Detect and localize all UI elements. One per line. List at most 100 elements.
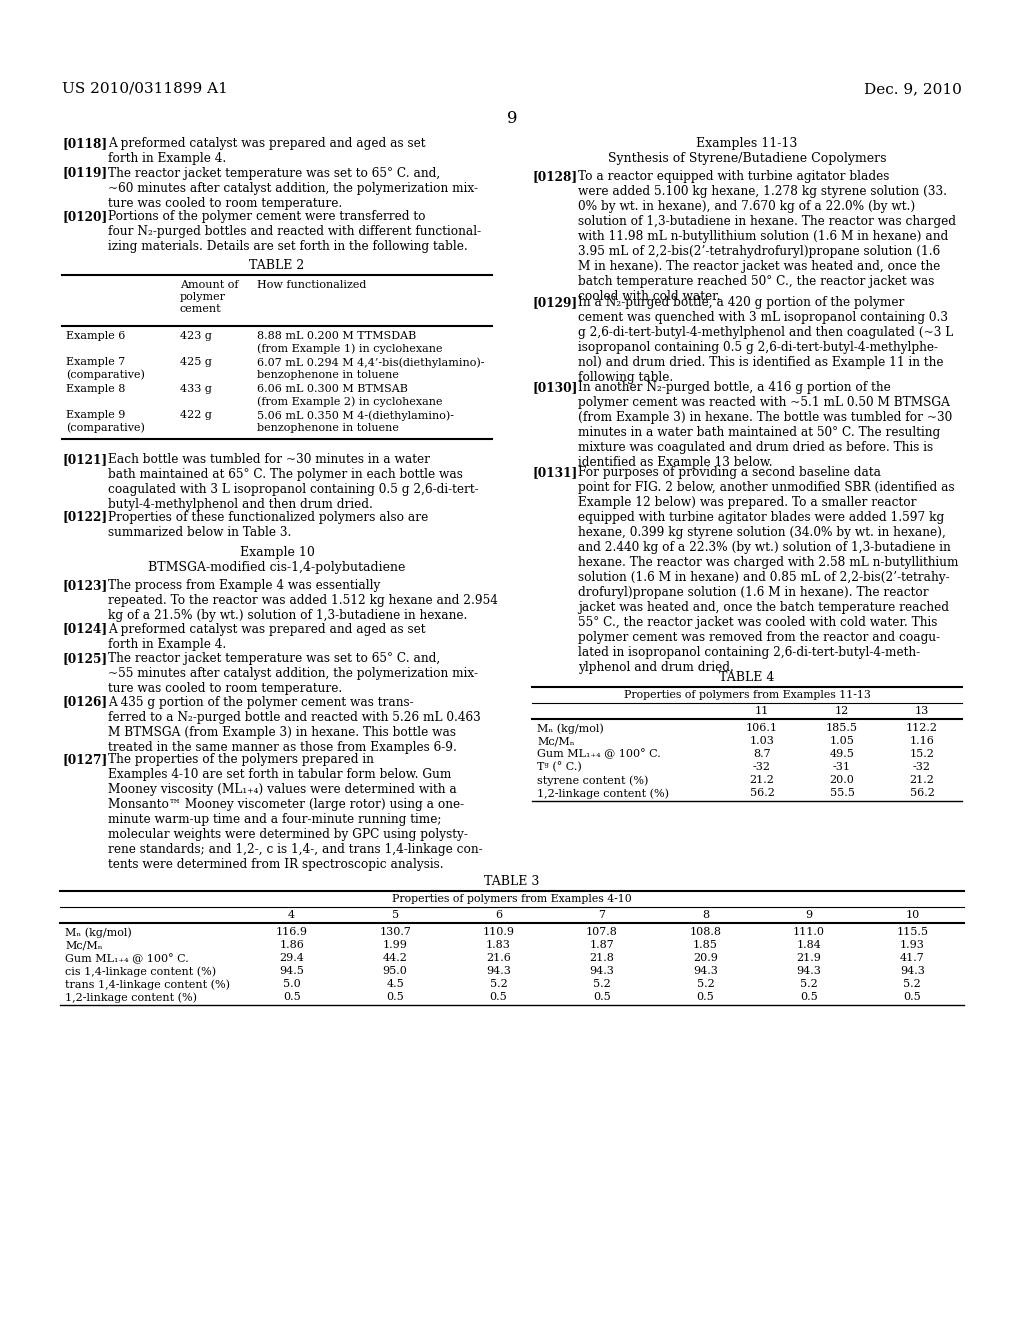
Text: 111.0: 111.0	[793, 927, 825, 937]
Text: Synthesis of Styrene/Butadiene Copolymers: Synthesis of Styrene/Butadiene Copolymer…	[608, 152, 886, 165]
Text: Mₙ (kg/mol): Mₙ (kg/mol)	[65, 927, 132, 937]
Text: BTMSGA-modified cis-1,4-polybutadiene: BTMSGA-modified cis-1,4-polybutadiene	[148, 561, 406, 574]
Text: 94.3: 94.3	[900, 966, 925, 977]
Text: 7: 7	[598, 911, 605, 920]
Text: [0119]: [0119]	[62, 166, 108, 180]
Text: Portions of the polymer cement were transferred to
four N₂-purged bottles and re: Portions of the polymer cement were tran…	[108, 210, 481, 253]
Text: 116.9: 116.9	[275, 927, 308, 937]
Text: 0.5: 0.5	[696, 993, 715, 1002]
Text: Properties of polymers from Examples 4-10: Properties of polymers from Examples 4-1…	[392, 894, 632, 904]
Text: 5.0: 5.0	[283, 979, 301, 989]
Text: 15.2: 15.2	[909, 748, 935, 759]
Text: 1.84: 1.84	[797, 940, 821, 950]
Text: [0128]: [0128]	[532, 170, 578, 183]
Text: Mᴄ/Mₙ: Mᴄ/Mₙ	[537, 737, 574, 746]
Text: [0120]: [0120]	[62, 210, 108, 223]
Text: The reactor jacket temperature was set to 65° C. and,
~55 minutes after catalyst: The reactor jacket temperature was set t…	[108, 652, 478, 696]
Text: 0.5: 0.5	[283, 993, 301, 1002]
Text: -31: -31	[833, 762, 851, 772]
Text: 107.8: 107.8	[586, 927, 617, 937]
Text: 1.16: 1.16	[909, 737, 935, 746]
Text: Each bottle was tumbled for ~30 minutes in a water
bath maintained at 65° C. The: Each bottle was tumbled for ~30 minutes …	[108, 453, 478, 511]
Text: Gum ML₁₊₄ @ 100° C.: Gum ML₁₊₄ @ 100° C.	[537, 748, 660, 759]
Text: [0123]: [0123]	[62, 579, 108, 593]
Text: 1.03: 1.03	[750, 737, 774, 746]
Text: 94.3: 94.3	[590, 966, 614, 977]
Text: The properties of the polymers prepared in
Examples 4-10 are set forth in tabula: The properties of the polymers prepared …	[108, 752, 482, 871]
Text: Example 10: Example 10	[240, 546, 314, 560]
Text: [0122]: [0122]	[62, 511, 108, 524]
Text: 0.5: 0.5	[903, 993, 922, 1002]
Text: 94.3: 94.3	[693, 966, 718, 977]
Text: 20.9: 20.9	[693, 953, 718, 964]
Text: [0126]: [0126]	[62, 696, 108, 709]
Text: 56.2: 56.2	[909, 788, 935, 799]
Text: 5.2: 5.2	[800, 979, 818, 989]
Text: A preformed catalyst was prepared and aged as set
forth in Example 4.: A preformed catalyst was prepared and ag…	[108, 137, 426, 165]
Text: To a reactor equipped with turbine agitator blades
were added 5.100 kg hexane, 1: To a reactor equipped with turbine agita…	[578, 170, 956, 304]
Text: Mᴄ/Mₙ: Mᴄ/Mₙ	[65, 940, 102, 950]
Text: 433 g: 433 g	[180, 384, 212, 395]
Text: [0121]: [0121]	[62, 453, 108, 466]
Text: 0.5: 0.5	[593, 993, 611, 1002]
Text: 422 g: 422 g	[180, 411, 212, 420]
Text: 5.2: 5.2	[903, 979, 922, 989]
Text: [0129]: [0129]	[532, 296, 578, 309]
Text: Amount of
polymer
cement: Amount of polymer cement	[180, 280, 239, 314]
Text: 1.83: 1.83	[486, 940, 511, 950]
Text: 0.5: 0.5	[386, 993, 404, 1002]
Text: 1.87: 1.87	[590, 940, 614, 950]
Text: 94.5: 94.5	[280, 966, 304, 977]
Text: -32: -32	[753, 762, 771, 772]
Text: 9: 9	[507, 110, 517, 127]
Text: Example 9
(comparative): Example 9 (comparative)	[66, 411, 144, 433]
Text: 21.9: 21.9	[797, 953, 821, 964]
Text: 12: 12	[835, 706, 849, 715]
Text: [0130]: [0130]	[532, 381, 578, 393]
Text: [0125]: [0125]	[62, 652, 108, 665]
Text: 44.2: 44.2	[383, 953, 408, 964]
Text: 5.2: 5.2	[696, 979, 715, 989]
Text: 5.2: 5.2	[489, 979, 508, 989]
Text: 9: 9	[805, 911, 812, 920]
Text: Example 7
(comparative): Example 7 (comparative)	[66, 358, 144, 380]
Text: A 435 g portion of the polymer cement was trans-
ferred to a N₂-purged bottle an: A 435 g portion of the polymer cement wa…	[108, 696, 480, 754]
Text: 6: 6	[495, 911, 502, 920]
Text: 8.7: 8.7	[754, 748, 771, 759]
Text: How functionalized: How functionalized	[257, 280, 367, 290]
Text: 1.85: 1.85	[693, 940, 718, 950]
Text: 130.7: 130.7	[379, 927, 411, 937]
Text: -32: -32	[913, 762, 931, 772]
Text: 56.2: 56.2	[750, 788, 774, 799]
Text: Example 6: Example 6	[66, 331, 125, 342]
Text: 10: 10	[905, 911, 920, 920]
Text: [0124]: [0124]	[62, 623, 108, 636]
Text: 0.5: 0.5	[800, 993, 818, 1002]
Text: 6.06 mL 0.300 M BTMSAB
(from Example 2) in cyclohexane: 6.06 mL 0.300 M BTMSAB (from Example 2) …	[257, 384, 442, 407]
Text: 21.6: 21.6	[486, 953, 511, 964]
Text: 185.5: 185.5	[826, 723, 858, 733]
Text: 21.2: 21.2	[750, 775, 774, 785]
Text: 115.5: 115.5	[896, 927, 929, 937]
Text: 94.3: 94.3	[486, 966, 511, 977]
Text: TABLE 4: TABLE 4	[719, 671, 775, 684]
Text: 5.2: 5.2	[593, 979, 611, 989]
Text: cis 1,4-linkage content (%): cis 1,4-linkage content (%)	[65, 966, 216, 977]
Text: 5: 5	[391, 911, 398, 920]
Text: 5.06 mL 0.350 M 4-(diethylamino)-
benzophenone in toluene: 5.06 mL 0.350 M 4-(diethylamino)- benzop…	[257, 411, 454, 433]
Text: 1.93: 1.93	[900, 940, 925, 950]
Text: 21.2: 21.2	[909, 775, 935, 785]
Text: 0.5: 0.5	[489, 993, 508, 1002]
Text: Gum ML₁₊₄ @ 100° C.: Gum ML₁₊₄ @ 100° C.	[65, 953, 188, 964]
Text: 8: 8	[701, 911, 709, 920]
Text: 1.05: 1.05	[829, 737, 854, 746]
Text: styrene content (%): styrene content (%)	[537, 775, 648, 785]
Text: 106.1: 106.1	[746, 723, 778, 733]
Text: 94.3: 94.3	[797, 966, 821, 977]
Text: 108.8: 108.8	[689, 927, 722, 937]
Text: Examples 11-13: Examples 11-13	[696, 137, 798, 150]
Text: 21.8: 21.8	[590, 953, 614, 964]
Text: 423 g: 423 g	[180, 331, 212, 342]
Text: 8.88 mL 0.200 M TTMSDAB
(from Example 1) in cyclohexane: 8.88 mL 0.200 M TTMSDAB (from Example 1)…	[257, 331, 442, 354]
Text: [0118]: [0118]	[62, 137, 108, 150]
